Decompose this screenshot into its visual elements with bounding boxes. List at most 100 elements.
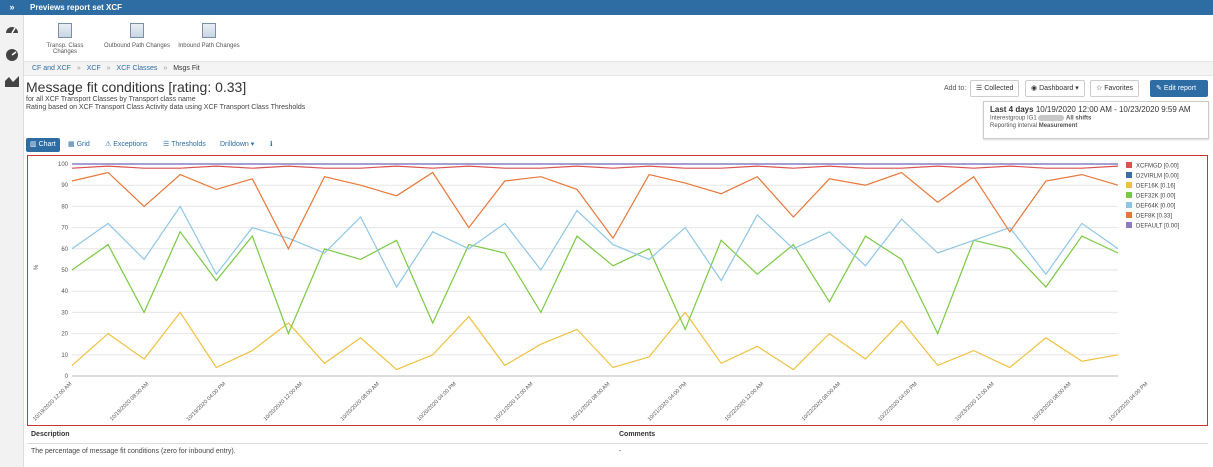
tab-drilldown-label: Drilldown bbox=[220, 141, 249, 148]
tab-grid[interactable]: ▦ Grid bbox=[68, 138, 90, 152]
edit-report-label: Edit report bbox=[1163, 85, 1197, 92]
star-icon: ☆ bbox=[1096, 85, 1105, 92]
report-link-outbound-path-changes[interactable]: Outbound Path Changes bbox=[102, 23, 172, 49]
x-tick-label: 10/23/2020 04:00 PM bbox=[1108, 381, 1150, 423]
edit-icon: ✎ bbox=[1156, 85, 1164, 92]
y-tick-label: 0 bbox=[65, 374, 69, 380]
tab-grid-label: Grid bbox=[76, 141, 90, 148]
comments-text: - bbox=[619, 448, 622, 455]
x-tick-label: 10/22/2020 08:00 AM bbox=[801, 381, 843, 423]
interval-label: Reporting interval bbox=[990, 122, 1038, 129]
area-chart-icon[interactable] bbox=[4, 73, 20, 89]
tab-exceptions-label: Exceptions bbox=[113, 141, 148, 148]
y-tick-label: 80 bbox=[61, 204, 68, 210]
y-tick-label: 70 bbox=[61, 226, 68, 232]
tab-chart-label: Chart bbox=[38, 141, 56, 148]
comments-header: Comments bbox=[619, 431, 656, 438]
y-tick-label: 50 bbox=[61, 268, 68, 274]
report-set-nav: Transp. Class Changes Outbound Path Chan… bbox=[24, 18, 1213, 58]
range-interestgroup: Interestgroup IG1 All shifts bbox=[990, 115, 1202, 122]
y-axis-label: % bbox=[34, 264, 40, 270]
series-line bbox=[71, 311, 1119, 371]
speedometer-icon[interactable] bbox=[4, 22, 20, 38]
x-tick-label: 10/20/2020 12:00 AM bbox=[263, 381, 305, 423]
x-tick-label: 10/23/2020 12:00 AM bbox=[954, 381, 996, 423]
tab-chart[interactable]: ▥ Chart bbox=[26, 138, 60, 152]
tab-exceptions[interactable]: ⚠ Exceptions bbox=[105, 138, 147, 152]
line-chart: 0 10 20 30 40 50 60 70 80 90 100% 10/19/2020 12:00 … bbox=[32, 162, 1179, 423]
report-link-label: Inbound Path Changes bbox=[178, 43, 240, 49]
legend-label: DEFAULT [0.00] bbox=[1136, 224, 1179, 230]
dashboard-button[interactable]: ◉ Dashboard ▾ bbox=[1025, 80, 1085, 97]
tab-drilldown[interactable]: Drilldown ▾ bbox=[220, 138, 254, 152]
legend-label: XCFMGD [0.00] bbox=[1136, 164, 1179, 170]
y-tick-label: 30 bbox=[61, 310, 68, 316]
date-range-heading: Last 4 days 10/19/2020 12:00 AM - 10/23/… bbox=[990, 105, 1202, 114]
x-tick-label: 10/22/2020 12:00 AM bbox=[724, 381, 766, 423]
x-tick-label: 10/22/2020 04:00 PM bbox=[877, 381, 919, 423]
dashboard-label: Dashboard bbox=[1039, 85, 1074, 92]
grid-icon: ▦ bbox=[68, 141, 77, 148]
report-link-transp-class-changes[interactable]: Transp. Class Changes bbox=[34, 23, 96, 55]
breadcrumb-separator: » bbox=[163, 65, 168, 72]
legend-label: DEF32K [0.00] bbox=[1136, 194, 1176, 200]
collected-label: Collected bbox=[984, 85, 1014, 92]
x-tick-label: 10/21/2020 04:00 PM bbox=[647, 381, 689, 423]
legend-label: DEF16K [0.16] bbox=[1136, 184, 1176, 190]
warning-icon: ⚠ bbox=[105, 141, 114, 148]
legend-swatch bbox=[1126, 212, 1132, 218]
dashboard-icon: ◉ bbox=[1031, 85, 1040, 92]
interestgroup-label: Interestgroup IG1 bbox=[990, 115, 1037, 122]
series-line bbox=[71, 205, 1119, 289]
breadcrumb-cf-and-xcf[interactable]: CF and XCF bbox=[32, 65, 71, 72]
add-to-label: Add to: bbox=[944, 85, 967, 92]
x-tick-label: 10/23/2020 08:00 AM bbox=[1031, 381, 1073, 423]
report-link-label: Transp. Class Changes bbox=[46, 43, 84, 55]
series-line bbox=[71, 171, 1119, 251]
legend-swatch bbox=[1126, 192, 1132, 198]
gauge-icon[interactable] bbox=[4, 47, 20, 63]
rail-toggle-button[interactable]: » bbox=[0, 0, 24, 15]
legend-swatch bbox=[1126, 202, 1132, 208]
series-line bbox=[71, 230, 1119, 336]
y-tick-label: 10 bbox=[61, 353, 68, 359]
table-divider bbox=[27, 443, 1208, 444]
window-title-bar: Previews report set XCF bbox=[24, 0, 1213, 15]
x-tick-label: 10/20/2020 08:00 AM bbox=[340, 381, 382, 423]
report-link-inbound-path-changes[interactable]: Inbound Path Changes bbox=[176, 23, 242, 49]
breadcrumb-separator: » bbox=[76, 65, 81, 72]
legend-label: D2VIRLM [0.00] bbox=[1136, 174, 1179, 180]
report-link-label: Outbound Path Changes bbox=[103, 43, 171, 49]
tab-thresholds[interactable]: ☰ Thresholds bbox=[163, 138, 206, 152]
collected-button[interactable]: ☰ Collected bbox=[970, 80, 1020, 97]
date-range-panel[interactable]: Last 4 days 10/19/2020 12:00 AM - 10/23/… bbox=[983, 101, 1209, 139]
x-tick-label: 10/19/2020 12:00 AM bbox=[32, 381, 74, 423]
bar-chart-icon: ▥ bbox=[30, 141, 39, 148]
breadcrumb-xcf-classes[interactable]: XCF Classes bbox=[116, 65, 158, 72]
interval-value: Measurement bbox=[1038, 122, 1078, 129]
favorites-button[interactable]: ☆ Favorites bbox=[1090, 80, 1140, 97]
y-tick-label: 60 bbox=[61, 247, 68, 253]
range-heading: Last 4 days bbox=[990, 105, 1034, 114]
favorites-label: Favorites bbox=[1104, 85, 1134, 92]
page-subtitle-rating: Rating based on XCF Transport Class Acti… bbox=[26, 104, 306, 111]
caret-down-icon: ▾ bbox=[1073, 85, 1079, 92]
list-icon: ☰ bbox=[163, 141, 172, 148]
breadcrumb: CF and XCF » XCF » XCF Classes » Msgs Fi… bbox=[24, 61, 1213, 76]
range-interval: Reporting interval Measurement bbox=[990, 123, 1202, 129]
description-header: Description bbox=[31, 431, 70, 438]
legend-label: DEF64K [0.00] bbox=[1136, 204, 1176, 210]
edit-report-button[interactable]: ✎ Edit report bbox=[1150, 80, 1208, 97]
y-tick-label: 90 bbox=[61, 183, 68, 189]
legend-label: DEF8K [0.33] bbox=[1136, 214, 1172, 220]
shift-label: All shifts bbox=[1066, 115, 1092, 122]
legend-swatch bbox=[1126, 172, 1132, 178]
breadcrumb-xcf[interactable]: XCF bbox=[86, 65, 101, 72]
report-icon bbox=[130, 23, 144, 38]
x-tick-label: 10/19/2020 04:00 PM bbox=[186, 381, 228, 423]
series-line bbox=[71, 165, 1119, 169]
tab-info[interactable]: ℹ bbox=[270, 138, 273, 152]
legend-swatch bbox=[1126, 182, 1132, 188]
x-tick-label: 10/21/2020 12:00 AM bbox=[493, 381, 535, 423]
list-icon: ☰ bbox=[976, 85, 985, 92]
